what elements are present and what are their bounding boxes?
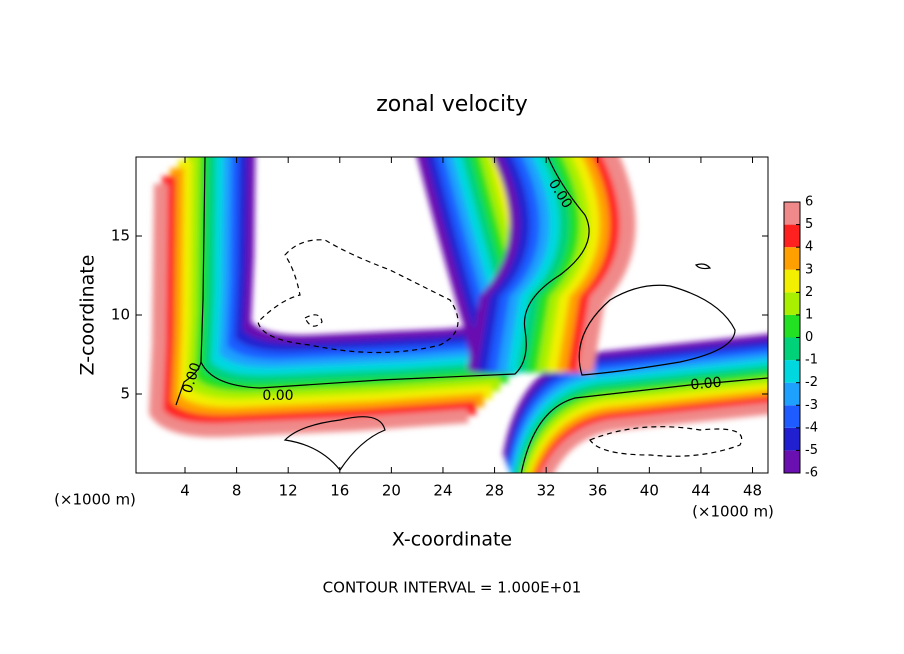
x-axis-label: X-coordinate xyxy=(392,529,512,551)
x-tick-label: 24 xyxy=(433,482,452,500)
colorbar-label: -2 xyxy=(805,375,818,390)
x-tick-label: 40 xyxy=(640,482,659,500)
colorbar-band xyxy=(784,292,800,315)
field-band xyxy=(577,157,636,374)
contour-line xyxy=(589,426,743,457)
colorbar-label: 2 xyxy=(805,285,813,300)
colorbar-band xyxy=(784,224,800,248)
field-band xyxy=(213,157,533,374)
field-band xyxy=(181,157,501,406)
colorbar-label: -6 xyxy=(805,466,818,481)
colorbar-band xyxy=(784,314,800,338)
dashed-contours xyxy=(257,239,743,457)
colorbar-label: 0 xyxy=(805,330,813,345)
contour-line xyxy=(578,284,736,376)
contour-line xyxy=(520,377,768,473)
field-band xyxy=(540,402,768,473)
colorbar-label: 3 xyxy=(805,262,813,277)
y-axis-label: Z-coordinate xyxy=(77,255,99,376)
contour-line xyxy=(694,263,712,270)
field-band xyxy=(149,183,469,438)
x-unit-label: (×1000 m) xyxy=(692,503,774,521)
colorbar-label: -1 xyxy=(805,353,818,368)
colorbar-band xyxy=(784,337,800,361)
x-tick-label: 36 xyxy=(588,482,607,500)
contour-label: 0.00 xyxy=(262,388,293,404)
field xyxy=(149,157,768,473)
field-band xyxy=(221,157,541,366)
colorbar-label: -4 xyxy=(805,420,818,435)
colorbar-band xyxy=(784,247,800,270)
contour-line xyxy=(283,416,386,472)
field-band xyxy=(237,157,557,350)
colorbar-band xyxy=(784,360,800,383)
contour-label: 0.00 xyxy=(690,375,722,394)
contour-line xyxy=(304,314,323,327)
colorbar-band xyxy=(784,427,800,451)
colorbar-label: 6 xyxy=(805,195,813,210)
colorbar-band xyxy=(784,269,800,293)
x-tick-label: 32 xyxy=(537,482,556,500)
x-tick-label: 16 xyxy=(330,482,349,500)
contour-line xyxy=(200,157,590,389)
colorbar-label: -3 xyxy=(805,398,818,413)
x-tick-label: 12 xyxy=(279,482,298,500)
y-tick-label: 5 xyxy=(120,385,130,403)
colorbar-band xyxy=(784,382,800,406)
x-tick-label: 8 xyxy=(232,482,242,500)
x-unit-label: (×1000 m) xyxy=(54,491,136,509)
x-tick-label: 20 xyxy=(382,482,401,500)
field-band xyxy=(197,157,517,390)
field-band xyxy=(165,167,485,422)
colorbar-band xyxy=(784,405,800,428)
chart-title: zonal velocity xyxy=(376,92,528,117)
x-tick-label: 44 xyxy=(691,482,710,500)
field-band xyxy=(173,159,493,414)
y-tick-label: 15 xyxy=(111,227,130,245)
field-band xyxy=(417,157,488,374)
contour-line xyxy=(257,239,459,354)
colorbar-label: 4 xyxy=(805,240,813,255)
field-band xyxy=(205,157,525,382)
field-band xyxy=(229,157,549,358)
x-tick-label: 4 xyxy=(180,482,190,500)
colorbar-label: -5 xyxy=(805,443,818,458)
field-bands xyxy=(149,157,768,473)
x-tick-label: 28 xyxy=(485,482,504,500)
colorbar-band xyxy=(784,202,800,225)
footer-note: CONTOUR INTERVAL = 1.000E+01 xyxy=(323,579,582,597)
colorbar-label: 1 xyxy=(805,307,813,322)
colorbar-band xyxy=(784,450,800,473)
field-band xyxy=(157,175,477,430)
colorbar-label: 5 xyxy=(805,217,813,232)
contour-lines xyxy=(175,157,768,473)
y-tick-label: 10 xyxy=(111,306,130,324)
x-tick-label: 48 xyxy=(743,482,762,500)
